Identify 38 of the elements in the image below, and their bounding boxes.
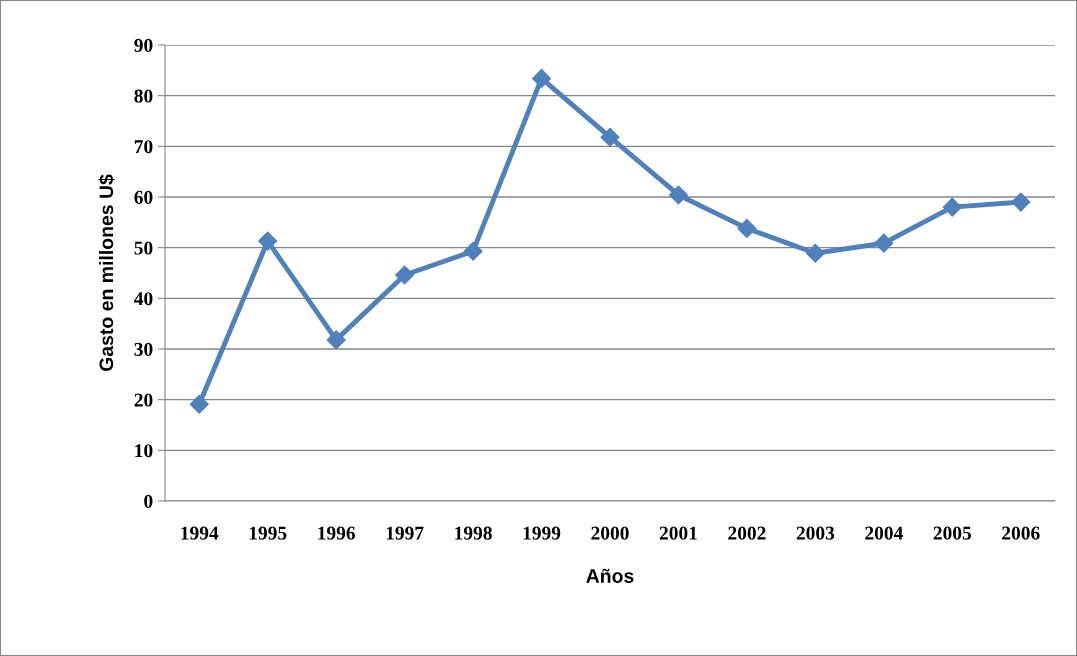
point [874, 233, 894, 253]
point [463, 241, 483, 261]
point [942, 197, 962, 217]
x-tick-label: 1995 [249, 526, 287, 540]
x-tick-label: 1997 [386, 526, 424, 540]
x-tick-label: 1996 [318, 526, 356, 540]
x-tick-label: 2003 [796, 526, 835, 540]
point [189, 394, 209, 414]
x-tick-label: 2006 [1002, 526, 1040, 540]
point [395, 265, 415, 285]
x-axis-title: Años [586, 568, 634, 583]
point [805, 243, 825, 263]
x-tick-label: 2000 [591, 526, 629, 540]
x-tick-label: 1994 [181, 526, 219, 540]
y-tick-label: 40 [134, 292, 153, 306]
point [600, 127, 620, 147]
y-tick-label: 60 [134, 190, 153, 204]
y-tick-label: 70 [134, 140, 153, 154]
y-axis-title: Gasto en millones U$ [98, 174, 115, 372]
y-tick-label: 90 [134, 38, 153, 52]
point [737, 218, 757, 238]
x-tick-label: 1998 [455, 526, 492, 540]
y-tick-label: 50 [134, 241, 153, 255]
point [1011, 192, 1031, 212]
x-tick-label: 1999 [523, 526, 561, 540]
x-tick-label: 2005 [933, 526, 972, 540]
x-tick-label: 2002 [728, 526, 766, 540]
point [668, 185, 688, 205]
point [258, 231, 278, 251]
x-tick-label: 2004 [865, 526, 903, 540]
y-tick-label: 0 [144, 494, 153, 508]
x-tick-label: 2001 [659, 526, 697, 540]
point [326, 330, 346, 350]
y-tick-label: 10 [135, 444, 153, 458]
y-tick-label: 80 [134, 89, 153, 103]
y-tick-label: 20 [134, 393, 153, 407]
point [532, 68, 552, 88]
y-tick-label: 30 [134, 342, 153, 356]
